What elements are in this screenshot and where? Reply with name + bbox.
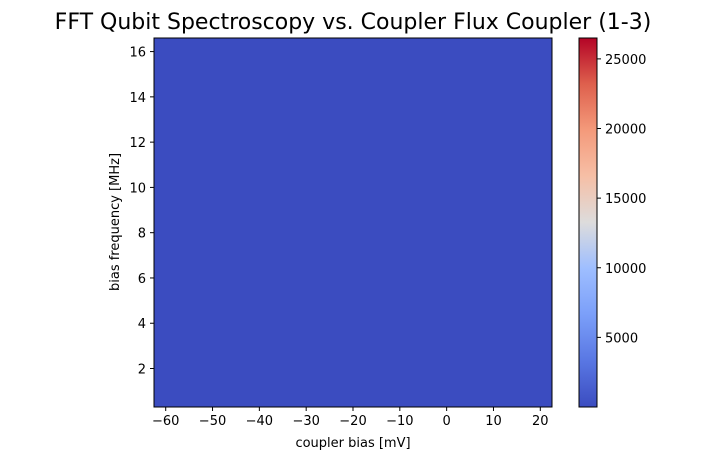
x-tick-label: −20 <box>339 414 366 429</box>
x-tick-label: 10 <box>485 414 502 429</box>
x-tick-label: −30 <box>292 414 319 429</box>
x-tick-label: 0 <box>443 414 451 429</box>
colorbar <box>578 37 598 408</box>
x-tick-label: −50 <box>199 414 226 429</box>
x-tick-label: −40 <box>246 414 273 429</box>
colorbar-tick-label: 5000 <box>605 331 638 346</box>
y-tick-label: 14 <box>129 91 146 106</box>
colorbar-ticks: 5000 10000 15000 20000 25000 <box>597 53 646 346</box>
colorbar-tick-label: 10000 <box>605 262 646 277</box>
x-tick-label: 20 <box>532 414 549 429</box>
chart-title: FFT Qubit Spectroscopy vs. Coupler Flux … <box>55 10 652 35</box>
y-tick-label: 16 <box>129 46 146 61</box>
y-tick-label: 12 <box>129 136 146 151</box>
x-tick-label: −60 <box>152 414 179 429</box>
colorbar-tick-label: 15000 <box>605 192 646 207</box>
y-axis-ticks: 2 4 6 8 10 12 14 16 <box>129 46 154 378</box>
x-tick-label: −10 <box>386 414 413 429</box>
y-axis-label: bias frequency [MHz] <box>108 153 123 291</box>
y-tick-label: 4 <box>138 317 146 332</box>
x-axis-ticks: −60 −50 −40 −30 −20 −10 0 10 20 <box>152 407 549 429</box>
y-tick-label: 6 <box>138 272 146 287</box>
x-axis-label: coupler bias [mV] <box>295 436 410 451</box>
y-tick-label: 10 <box>129 181 146 196</box>
colorbar-tick-label: 25000 <box>605 53 646 68</box>
y-tick-label: 8 <box>138 227 146 242</box>
y-tick-label: 2 <box>138 363 146 378</box>
colorbar-tick-label: 20000 <box>605 123 646 138</box>
heatmap-fill <box>154 38 552 407</box>
